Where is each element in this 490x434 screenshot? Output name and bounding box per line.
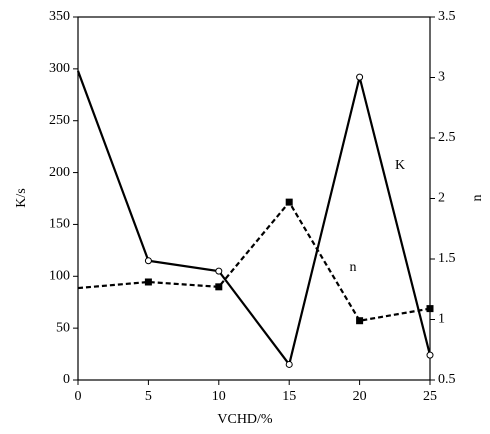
- x-tick-label: 10: [212, 389, 226, 404]
- point-marker: [285, 198, 293, 206]
- series-line: [77, 200, 431, 322]
- point-marker: [215, 283, 223, 291]
- x-axis-label: VCHD/%: [217, 412, 273, 427]
- x-tick-label: 5: [145, 389, 152, 404]
- point-marker: [356, 317, 364, 325]
- x-tick-label: 0: [75, 389, 82, 404]
- y2-tick-label: 0.5: [438, 372, 456, 387]
- y-tick-label: 300: [49, 61, 70, 76]
- y-tick-label: 100: [49, 269, 70, 284]
- y-axis-label: K/s: [14, 188, 29, 207]
- point-marker: [426, 351, 434, 359]
- x-tick-label: 20: [353, 389, 367, 404]
- y-tick-label: 350: [49, 9, 70, 24]
- y-tick-label: 50: [56, 320, 70, 335]
- point-marker: [285, 360, 293, 368]
- point-marker: [356, 73, 364, 81]
- y2-tick-label: 2.5: [438, 130, 456, 145]
- y-tick-label: 0: [63, 372, 70, 387]
- y-tick-label: 250: [49, 113, 70, 128]
- y2-axis-label: n: [470, 195, 485, 202]
- point-marker: [144, 278, 152, 286]
- point-marker: [144, 257, 152, 265]
- plot-frame: [77, 16, 431, 381]
- point-marker: [215, 267, 223, 275]
- y2-tick-label: 2: [438, 191, 445, 206]
- series-line: [76, 70, 432, 367]
- series-annotation: n: [350, 260, 357, 275]
- y2-tick-label: 1: [438, 312, 445, 327]
- x-tick-label: 15: [282, 389, 296, 404]
- y2-tick-label: 1.5: [438, 251, 456, 266]
- x-tick-label: 25: [423, 389, 437, 404]
- point-marker: [426, 305, 434, 313]
- y2-tick-label: 3.5: [438, 9, 456, 24]
- y-tick-label: 200: [49, 165, 70, 180]
- series-annotation: K: [395, 158, 405, 173]
- y-tick-label: 150: [49, 217, 70, 232]
- y2-tick-label: 3: [438, 70, 445, 85]
